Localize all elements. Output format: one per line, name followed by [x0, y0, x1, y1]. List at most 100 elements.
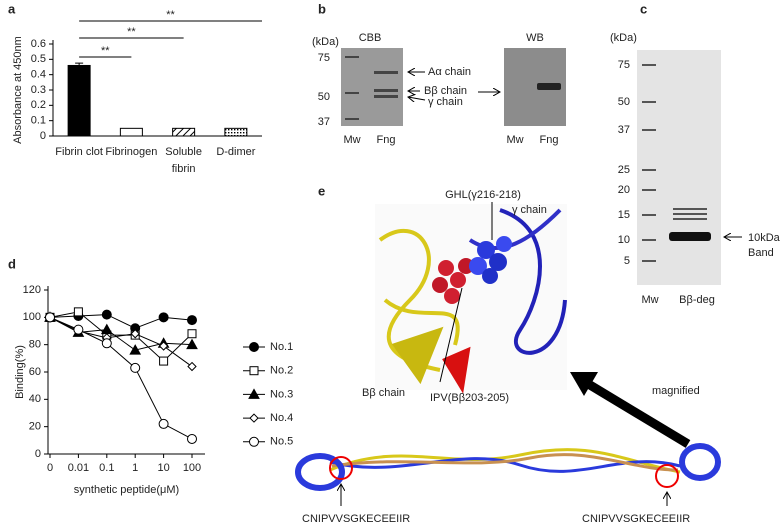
marker — [249, 366, 259, 376]
mw-label: 50 — [318, 91, 330, 103]
y-axis-label: Binding(%) — [14, 345, 26, 399]
gel-title: CBB — [359, 32, 382, 44]
marker — [187, 315, 197, 326]
panel-label: d — [8, 256, 16, 271]
structure — [378, 208, 567, 394]
marker — [100, 323, 113, 335]
x-tick-label: 10 — [157, 462, 169, 474]
lane-label: Bβ-deg — [679, 294, 715, 306]
bar — [172, 127, 196, 137]
marker — [187, 433, 197, 444]
y-tick-label: 0 — [35, 448, 41, 460]
series-line — [49, 316, 193, 351]
mw-label: 15 — [618, 209, 630, 221]
bands — [345, 56, 561, 120]
y-tick-label: 40 — [29, 393, 41, 405]
x-label-box: Fibrin clot — [55, 146, 103, 158]
legend-label: No.2 — [270, 365, 293, 377]
panel-label: c — [640, 1, 647, 16]
marker — [130, 362, 141, 373]
marker — [158, 341, 169, 351]
significance-label: ** — [166, 9, 175, 21]
peptide-label: CNIPVVSGKECEEIIR — [302, 513, 410, 525]
mw-label: 37 — [618, 124, 630, 136]
chain-label: γ chain — [512, 204, 547, 216]
x-axis-label: synthetic peptide(μM) — [74, 484, 179, 496]
chain-label: Bβ chain — [362, 387, 405, 399]
x-tick-label: 0 — [47, 462, 53, 474]
gel — [341, 48, 403, 126]
unit: (kDa) — [312, 36, 339, 48]
marker — [249, 413, 259, 423]
peptide-label: CNIPVVSGKECEEIIR — [582, 513, 690, 525]
x-label-box: Soluble fibrin — [165, 146, 202, 175]
band-label: Band — [748, 247, 774, 259]
marker — [187, 329, 197, 339]
marker — [186, 338, 198, 350]
legend-label: No.1 — [270, 341, 293, 353]
x-tick-label: Soluble fibrin — [165, 146, 202, 175]
marker — [249, 342, 259, 352]
y-tick-label: 0.4 — [31, 69, 46, 81]
lane-label: Fng — [377, 134, 396, 146]
gel-title: WB — [526, 32, 544, 44]
band-label: 10kDa — [748, 232, 781, 244]
chain-label: Bβ chain — [424, 85, 467, 97]
legend-label: No.4 — [270, 412, 293, 424]
pointer — [439, 287, 463, 383]
lane-label: Fng — [540, 134, 559, 146]
marker — [158, 418, 169, 429]
y-tick-label: 60 — [29, 366, 41, 378]
marker — [187, 361, 197, 372]
y-tick-label: 80 — [29, 339, 41, 351]
marker — [158, 312, 169, 323]
marker — [101, 309, 112, 320]
y-tick-label: 0 — [40, 130, 46, 142]
panel-c: c (kDa) 75 50 37 25 20 15 10 5 Mw Bβ-deg… — [610, 1, 781, 305]
big-arrow — [587, 381, 691, 448]
marker — [101, 338, 112, 349]
marker — [130, 329, 140, 339]
site-label: GHL(γ216-218) — [445, 189, 521, 201]
gel — [637, 50, 721, 285]
x-tick-label: Fibrinogen — [105, 146, 158, 158]
lane-label: Mw — [343, 134, 360, 146]
significance-label: ** — [101, 45, 110, 57]
marker — [73, 307, 83, 317]
mw-label: 20 — [618, 184, 630, 196]
error-bar — [75, 62, 84, 66]
y-tick-label: 0.5 — [31, 53, 46, 65]
series-line — [49, 311, 193, 362]
mw-label: 50 — [618, 96, 630, 108]
y-tick-label: 0.3 — [31, 84, 46, 96]
bar — [67, 64, 91, 137]
panel-label: b — [318, 1, 326, 16]
x-tick-label: 0.01 — [68, 462, 89, 474]
mw-label: 25 — [618, 164, 630, 176]
bar — [119, 127, 143, 137]
marker — [45, 312, 55, 323]
marker — [159, 356, 169, 366]
panel-b: b (kDa) CBB WB 75 50 37 Mw Fng Mw Fng Aα… — [312, 1, 566, 146]
bands — [642, 64, 711, 262]
y-tick-label: 0.2 — [31, 99, 46, 111]
site-label: IPV(Bβ203-205) — [430, 392, 509, 404]
significance-label: ** — [127, 26, 136, 38]
marker — [73, 324, 84, 335]
lane-label: Mw — [506, 134, 523, 146]
legend-label: No.5 — [270, 436, 293, 448]
y-tick-label: 100 — [23, 311, 41, 323]
unit: (kDa) — [610, 32, 637, 44]
big-arrow-head — [570, 372, 598, 396]
mw-label: 10 — [618, 234, 630, 246]
x-tick-label: Fibrin clot — [55, 146, 103, 158]
series-line — [49, 316, 193, 367]
x-tick-label: D-dimer — [216, 146, 256, 158]
y-tick-label: 0.1 — [31, 115, 46, 127]
x-label-box: D-dimer — [216, 146, 256, 158]
residues — [432, 236, 512, 304]
lane-label: Mw — [641, 294, 658, 306]
arrow-label: magnified — [652, 385, 700, 397]
y-tick-label: 120 — [23, 284, 41, 296]
marker — [248, 388, 260, 399]
